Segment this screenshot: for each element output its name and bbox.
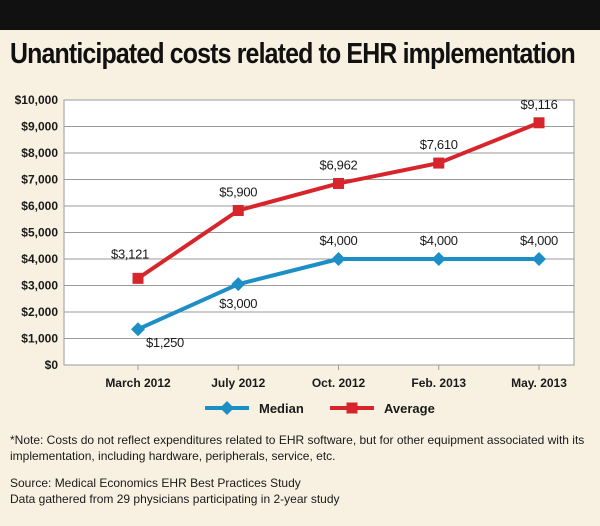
average-point bbox=[533, 117, 545, 129]
y-tick-label: $1,000 bbox=[21, 332, 58, 346]
y-tick-label: $0 bbox=[45, 358, 59, 372]
top-bar bbox=[0, 0, 600, 30]
median-point bbox=[131, 322, 145, 337]
legend-label: Average bbox=[384, 401, 435, 416]
average-point bbox=[232, 205, 244, 217]
data-label: $9,116 bbox=[521, 97, 558, 112]
average-point bbox=[433, 157, 445, 169]
source-line: Source: Medical Economics EHR Best Pract… bbox=[10, 476, 301, 490]
y-tick-label: $10,000 bbox=[15, 93, 59, 107]
legend: Median Average bbox=[205, 401, 435, 416]
source-block: Source: Medical Economics EHR Best Pract… bbox=[10, 475, 592, 507]
x-tick-label: Feb. 2013 bbox=[411, 376, 466, 390]
y-tick-label: $5,000 bbox=[21, 226, 58, 240]
y-tick-label: $8,000 bbox=[21, 146, 58, 160]
data-label: $1,250 bbox=[146, 335, 184, 350]
y-tick-label: $7,000 bbox=[21, 173, 58, 187]
average-point bbox=[132, 272, 144, 284]
x-tick-label: Oct. 2012 bbox=[312, 376, 366, 390]
x-tick-label: May. 2013 bbox=[511, 376, 567, 390]
legend-marker-average bbox=[346, 402, 358, 414]
source-line: Data gathered from 29 physicians partici… bbox=[10, 492, 340, 506]
y-tick-label: $6,000 bbox=[21, 199, 58, 213]
median-point bbox=[231, 277, 246, 292]
average-point bbox=[333, 177, 344, 189]
x-tick-label: July 2012 bbox=[211, 376, 265, 390]
median-point bbox=[532, 252, 546, 266]
y-tick-label: $2,000 bbox=[21, 305, 58, 319]
median-point bbox=[331, 252, 346, 266]
data-label: $5,900 bbox=[219, 185, 257, 200]
data-label: $3,000 bbox=[219, 296, 257, 311]
y-tick-label: $9,000 bbox=[21, 120, 58, 134]
y-tick-label: $4,000 bbox=[21, 252, 58, 266]
series-layer bbox=[131, 117, 546, 337]
data-label: $4,000 bbox=[320, 233, 358, 248]
data-label: $6,962 bbox=[320, 157, 358, 172]
axis-layer: $0 $1,000 $2,000 $3,000 $4,000 $5,000 $6,000 $7… bbox=[15, 93, 568, 390]
line-chart: $0 $1,000 $2,000 $3,000 $4,000 $5,000 $6,000 $7… bbox=[15, 93, 575, 416]
footnote: *Note: Costs do not reflect expenditures… bbox=[10, 433, 585, 463]
legend-marker-median bbox=[220, 401, 234, 415]
x-tick-label: March 2012 bbox=[105, 376, 171, 390]
chart-title: Unanticipated costs related to EHR imple… bbox=[10, 38, 576, 70]
legend-label: Median bbox=[259, 401, 304, 416]
data-label: $4,000 bbox=[520, 233, 558, 248]
label-layer: $1,250 $3,000 $4,000 $4,000 $4,000 $3,121 $5,9… bbox=[111, 97, 558, 350]
plot-frame bbox=[63, 99, 575, 366]
median-point bbox=[431, 252, 446, 266]
data-label: $4,000 bbox=[420, 233, 458, 248]
y-tick-label: $3,000 bbox=[21, 279, 58, 293]
data-label: $7,610 bbox=[420, 137, 458, 152]
data-label: $3,121 bbox=[111, 246, 149, 261]
